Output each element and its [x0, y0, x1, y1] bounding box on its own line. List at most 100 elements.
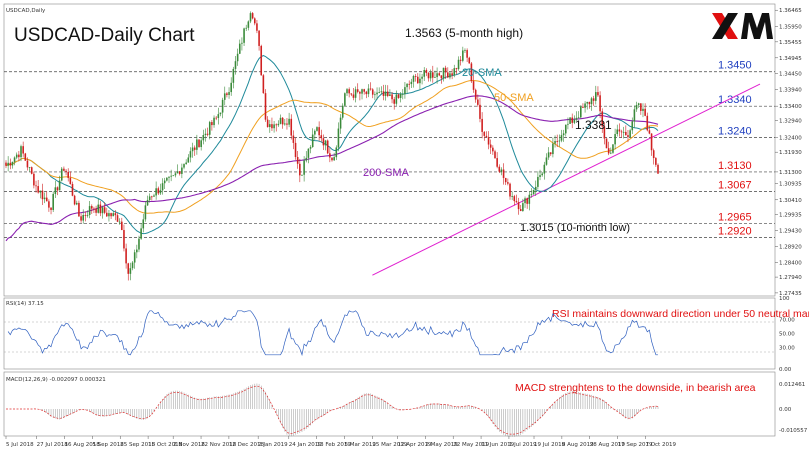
candle-body: [429, 72, 432, 79]
level-label: 1.3130: [718, 160, 752, 172]
candle-body: [393, 99, 395, 104]
candle-body: [511, 196, 513, 197]
sma20-label: 20-SMA: [462, 67, 502, 79]
symbol-label: USDCAD,Daily: [6, 8, 46, 14]
date-tick-label: 27 Jul 2018: [37, 442, 69, 448]
candle-body: [86, 215, 89, 216]
candle-body: [200, 140, 202, 148]
candle-body: [592, 98, 595, 101]
candle-body: [140, 228, 142, 239]
price-tick-label: 1.30935: [779, 181, 802, 187]
price-tick-label: 1.28400: [779, 261, 802, 267]
candle-body: [41, 190, 44, 200]
candle-body: [513, 196, 516, 202]
candle-body: [498, 166, 501, 172]
candle-body: [371, 89, 374, 95]
candle-body: [554, 141, 556, 144]
candle-body: [567, 123, 569, 125]
candle-body: [487, 137, 490, 145]
candle-body: [363, 89, 365, 92]
trendline: [372, 83, 761, 276]
price-tick-label: 1.31300: [779, 170, 802, 176]
annotation-10-month-low: 1.3015 (10-month low): [520, 222, 630, 234]
candle-body: [11, 161, 14, 166]
candle-body: [434, 77, 436, 78]
price-tick-label: 1.32400: [779, 135, 802, 141]
candle-body: [181, 167, 183, 174]
candle-body: [288, 118, 290, 125]
candle-body: [114, 213, 117, 216]
level-label: 1.3067: [718, 180, 752, 192]
candle-body: [133, 252, 136, 263]
candle-body: [281, 117, 284, 125]
rsi-label: RSI(14) 37.15: [6, 301, 44, 307]
macd-label: MACD(12,26,9) -0.002097 0.000321: [6, 377, 106, 383]
candle-body: [524, 198, 526, 204]
candle-body: [97, 204, 100, 213]
date-tick-label: 25 Sep 2018: [120, 442, 155, 448]
candle-body: [494, 151, 496, 159]
candle-body: [444, 67, 447, 73]
level-label: 1.3340: [718, 94, 752, 106]
candle-body: [376, 92, 378, 95]
candle-body: [106, 212, 108, 217]
rsi-tick-label: 100: [779, 296, 790, 302]
logo-text: XM: [0, 0, 2, 1]
candle-body: [631, 121, 634, 131]
rsi-comment: RSI maintains downward direction under 5…: [552, 308, 809, 320]
candle-body: [549, 152, 552, 155]
candle-body: [485, 135, 488, 138]
price-tick-label: 1.35455: [779, 40, 802, 46]
candle-body: [515, 201, 518, 203]
candle-body: [157, 188, 160, 194]
candle-body: [95, 208, 97, 213]
candle-body: [241, 42, 243, 44]
date-tick-label: 12 Apr 2019: [397, 442, 432, 448]
candle-body: [359, 91, 361, 94]
candle-body: [206, 133, 209, 135]
candle-body: [451, 73, 453, 76]
candle-body: [228, 92, 230, 95]
candle-body: [412, 76, 415, 82]
price-tick-label: 1.33400: [779, 104, 802, 110]
macd-tick-label: 0.00: [779, 407, 792, 413]
candle-body: [629, 130, 631, 138]
candle-body: [335, 147, 338, 158]
candle-body: [116, 215, 119, 222]
candle-body: [466, 50, 468, 58]
candle-body: [595, 92, 597, 101]
candle-body: [301, 174, 303, 176]
candle-body: [483, 131, 486, 136]
candle-body: [374, 94, 376, 96]
candle-body: [305, 157, 308, 161]
candle-body: [564, 124, 567, 134]
candle-body: [223, 93, 226, 100]
candle-body: [215, 117, 217, 119]
candle-body: [127, 263, 130, 274]
price-tick-label: 1.28920: [779, 244, 802, 250]
date-tick-label: 16 Aug 2018: [65, 442, 101, 448]
candle-body: [440, 75, 443, 79]
candle-body: [39, 190, 42, 193]
trendline-segment: [372, 83, 761, 276]
candle-body: [607, 148, 610, 154]
candle-body: [642, 108, 644, 111]
candle-body: [101, 207, 104, 214]
candle-body: [657, 164, 659, 174]
candle-body: [361, 89, 363, 94]
candle-body: [633, 109, 636, 122]
candle-body: [142, 219, 145, 229]
candle-body: [492, 147, 494, 152]
candle-body: [189, 151, 192, 158]
candle-body: [481, 118, 483, 132]
candle-body: [644, 108, 646, 116]
date-tick-label: 22 Nov 2018: [201, 442, 237, 448]
date-tick-label: 5 Jul 2018: [6, 442, 34, 448]
candle-body: [584, 103, 586, 108]
level-label: 1.3240: [718, 125, 752, 137]
candle-body: [625, 131, 627, 136]
support-resistance-lines: 1.3450 1.3340 1.3240 1.3130 1.3067 1.2965 1.29…: [4, 60, 775, 239]
candle-body: [588, 101, 591, 105]
candle-body: [35, 185, 37, 187]
